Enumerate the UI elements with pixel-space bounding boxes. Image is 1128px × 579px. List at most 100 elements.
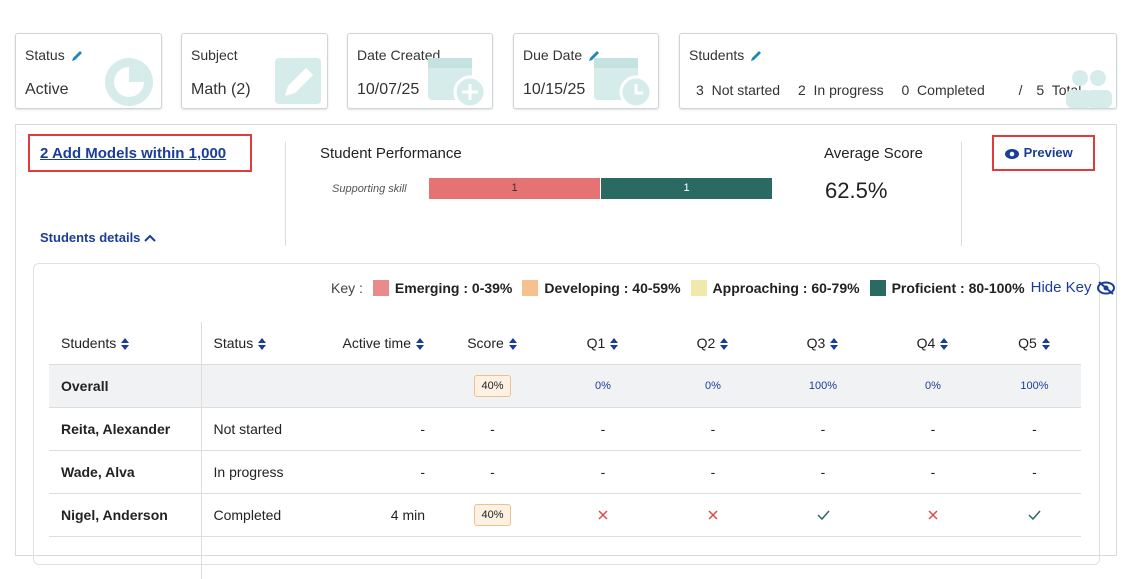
question-cell: - (658, 408, 768, 451)
details-toggle[interactable]: Students details (40, 230, 156, 245)
header-text: Q2 (697, 335, 716, 351)
question-cell: - (878, 408, 988, 451)
time-cell: 4 min (321, 494, 437, 537)
correct-icon (1028, 510, 1041, 520)
count: 5 (1036, 82, 1044, 98)
header[interactable]: Q2 (658, 322, 768, 365)
student-cell: Nigel, Anderson (49, 494, 201, 537)
preview-button[interactable]: Preview (1004, 145, 1073, 160)
card-value: 10/15/25 (523, 81, 585, 99)
label: Status (25, 47, 65, 63)
key-swatch (691, 280, 707, 296)
pencil-icon (267, 52, 323, 108)
student-row: Reita, Alexander Not started - - - - - -… (49, 408, 1081, 451)
header-text: Q5 (1018, 335, 1037, 351)
header[interactable]: Students (49, 322, 201, 365)
header-text: Q4 (917, 335, 936, 351)
student-counts: 3 Not started 2 In progress 0 Completed … (696, 82, 1081, 98)
score-badge: 40% (474, 375, 510, 397)
key-item: Emerging : 0-39% (395, 280, 512, 296)
header[interactable]: Status (201, 322, 321, 365)
key-item: Proficient : 80-100% (892, 280, 1025, 296)
sort-icon (257, 337, 267, 351)
edit-icon[interactable] (750, 50, 762, 62)
hide-key-text: Hide Key (1031, 279, 1092, 296)
question-cell: - (548, 451, 658, 494)
header-text: Active time (343, 335, 411, 351)
header[interactable]: Q1 (548, 322, 658, 365)
count: 3 (696, 82, 704, 98)
hide-icon (1096, 281, 1116, 295)
header[interactable]: Q4 (878, 322, 988, 365)
hide-key[interactable]: Hide Key (1031, 279, 1116, 296)
score-cell: - (437, 451, 548, 494)
header-text: Q3 (807, 335, 826, 351)
due-card: Due Date 10/15/25 (513, 33, 659, 109)
score-cell: 40% (437, 365, 548, 408)
page: Status Active Subject Math (2) Date Crea… (0, 0, 1128, 543)
sort-icon (508, 337, 518, 351)
overall-row: Overall 40% 0% 0% 100% 0% 100% (49, 365, 1081, 408)
question-cell: - (988, 408, 1081, 451)
header-text: Score (467, 335, 504, 351)
question-cell (658, 494, 768, 537)
header-row: Students Status Active time Score Q1 Q2 … (49, 322, 1081, 365)
question-cell: 100% (768, 365, 878, 408)
key-swatch (373, 280, 389, 296)
card-label: Status (25, 47, 83, 63)
students-table: Students Status Active time Score Q1 Q2 … (49, 322, 1081, 579)
clock-icon (97, 48, 157, 108)
calendar-icon (588, 48, 654, 108)
question-cell: 0% (658, 365, 768, 408)
score-cell: 40% (437, 494, 548, 537)
sort-icon (829, 337, 839, 351)
header[interactable]: Score (437, 322, 548, 365)
performance-bar: 1 1 (429, 178, 772, 199)
students-card: Students 3 Not started 2 In progress 0 C… (679, 33, 1117, 109)
label: Students (689, 47, 744, 63)
sort-icon (939, 337, 949, 351)
question-cell: - (988, 451, 1081, 494)
key-item: Approaching : 60-79% (713, 280, 860, 296)
incorrect-icon (598, 510, 608, 520)
header-text: Students (61, 335, 116, 351)
student-cell: Reita, Alexander (49, 408, 201, 451)
time-cell: - (321, 451, 437, 494)
question-cell: - (548, 408, 658, 451)
sort-icon (719, 337, 729, 351)
question-cell: - (768, 451, 878, 494)
student-cell: Overall (49, 365, 201, 408)
card-value: Math (2) (191, 81, 251, 99)
sort-icon (1041, 337, 1051, 351)
question-cell: 100% (988, 365, 1081, 408)
header-text: Q1 (587, 335, 606, 351)
assignment-title[interactable]: 2 Add Models within 1,000 (40, 145, 226, 162)
question-cell (768, 494, 878, 537)
people-icon (1064, 64, 1112, 108)
sort-icon (609, 337, 619, 351)
subject-card: Subject Math (2) (181, 33, 328, 109)
eye-icon (1004, 148, 1020, 160)
question-cell (988, 494, 1081, 537)
chevron-up (144, 234, 156, 242)
status-cell: Completed (201, 494, 321, 537)
header[interactable]: Q5 (988, 322, 1081, 365)
incorrect-icon (708, 510, 718, 520)
bar-segment: 1 (601, 178, 772, 199)
time-cell: - (321, 408, 437, 451)
created-card: Date Created 10/07/25 (347, 33, 493, 109)
edit-icon[interactable] (71, 50, 83, 62)
student-cell: Wade, Alva (49, 451, 201, 494)
card-value: 10/07/25 (357, 81, 419, 99)
question-cell (878, 494, 988, 537)
status-cell: Not started (201, 408, 321, 451)
status-cell (201, 365, 321, 408)
header[interactable]: Q3 (768, 322, 878, 365)
score-cell: - (437, 408, 548, 451)
student-row: Nigel, Anderson Completed 4 min 40% (49, 494, 1081, 537)
skill-label: Supporting skill (332, 183, 407, 195)
separator: / (1019, 82, 1023, 98)
header[interactable]: Active time (321, 322, 437, 365)
score-badge: 40% (474, 504, 510, 526)
count-label: Not started (712, 82, 780, 98)
